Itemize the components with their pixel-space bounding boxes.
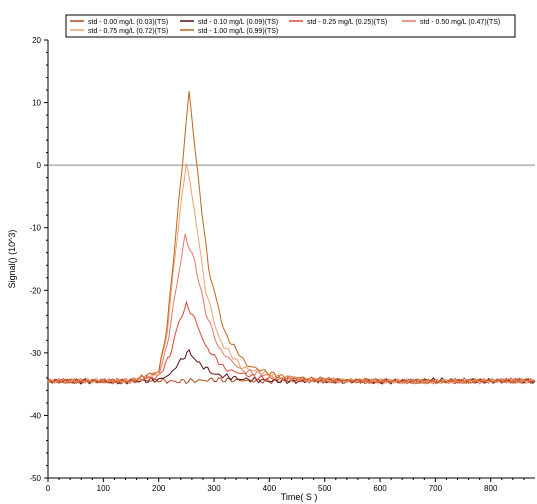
y-tick-label: 20 <box>32 36 41 45</box>
legend-label: std - 0.10 mg/L (0.09)(TS) <box>198 19 278 26</box>
legend-label: std - 0.75 mg/L (0.72)(TS) <box>88 28 168 35</box>
x-tick-label: 200 <box>152 484 166 493</box>
x-tick-label: 800 <box>484 484 498 493</box>
legend-label: std - 0.25 mg/L (0.25)(TS) <box>307 19 387 26</box>
y-tick-label: 10 <box>32 99 41 108</box>
x-tick-label: 700 <box>429 484 443 493</box>
legend: std - 0.00 mg/L (0.03)(TS) std - 0.10 mg/… <box>65 14 516 38</box>
y-tick-label: -30 <box>29 349 41 358</box>
legend-label: std - 1.00 mg/L (0.99)(TS) <box>198 28 278 35</box>
x-tick-label: 0 <box>46 484 51 493</box>
x-tick-label: 400 <box>263 484 277 493</box>
y-tick-label: -40 <box>29 411 41 420</box>
y-axis-label: Signal() (10^3) <box>7 230 17 289</box>
series-line <box>47 300 536 385</box>
y-tick-label: -10 <box>29 224 41 233</box>
series-line <box>47 91 536 385</box>
x-tick-label: 600 <box>373 484 387 493</box>
plot-area: 0 100 200 300 400 500 600 700 800 20100-10-20-30… <box>29 36 536 493</box>
x-tick-label: 100 <box>97 484 111 493</box>
x-tick-label: 500 <box>318 484 332 493</box>
y-tick-label: -50 <box>29 474 41 483</box>
series-line <box>47 163 536 385</box>
y-tick-label: -20 <box>29 286 41 295</box>
legend-label: std - 0.00 mg/L (0.03)(TS) <box>88 19 168 26</box>
x-axis-label: Time( S ) <box>281 492 318 502</box>
y-tick-label: 0 <box>37 161 42 170</box>
series-line <box>47 233 536 385</box>
x-tick-label: 300 <box>207 484 221 493</box>
legend-label: std - 0.50 mg/L (0.47)(TS) <box>420 19 500 26</box>
